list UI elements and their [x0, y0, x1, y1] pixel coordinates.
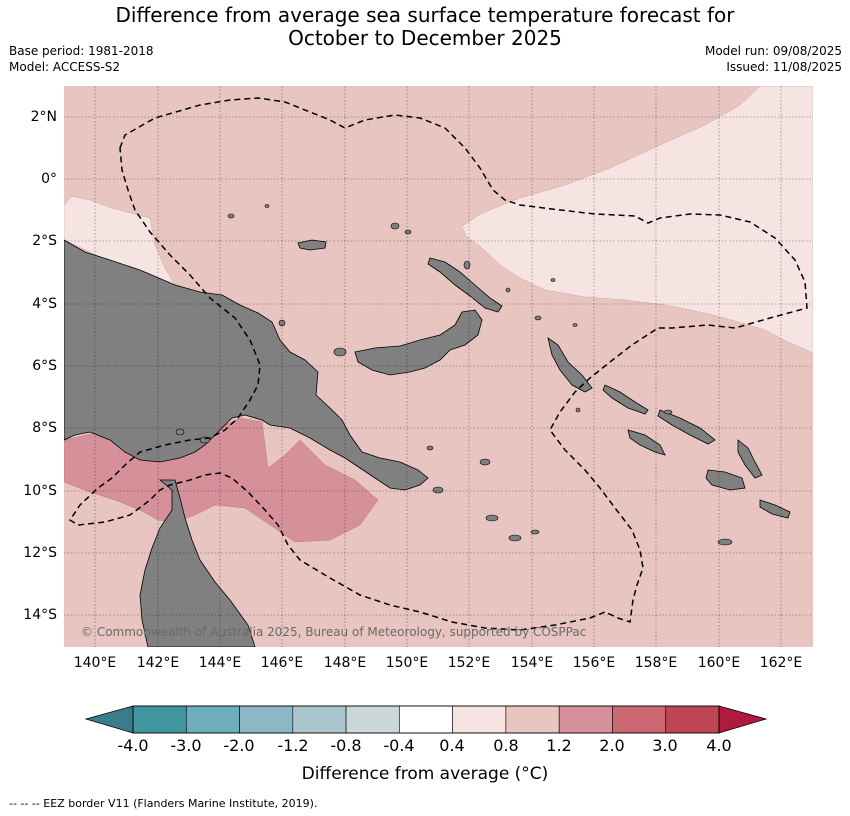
meta-right: Model run: 09/08/2025 Issued: 11/08/2025: [705, 43, 842, 75]
copyright-notice: © Commonwealth of Australia 2025, Bureau…: [81, 625, 587, 639]
model-name: Model: ACCESS-S2: [9, 60, 121, 74]
lat-label-14s: 14°S: [23, 607, 57, 623]
anomaly-region-0.4-0.8-west: [64, 195, 176, 286]
colorbar-tick: 4.0: [706, 736, 732, 755]
land-new-britain: [354, 309, 483, 376]
lat-label-2n: 2°N: [30, 109, 57, 125]
colorbar-tick: -1.2: [277, 736, 309, 755]
lon-label-140e: 140°E: [73, 655, 117, 671]
base-period: Base period: 1981-2018: [9, 44, 154, 58]
colorbar-tick: 0.8: [493, 736, 519, 755]
colorbar-label: Difference from average (°C): [301, 764, 549, 784]
lon-label-148e: 148°E: [323, 655, 367, 671]
title-line-1: Difference from average sea surface temp…: [115, 3, 735, 27]
model-run: Model run: 09/08/2025: [704, 44, 842, 58]
colorbar-tick: -0.8: [330, 736, 362, 755]
colorbar-tick: 3.0: [652, 736, 678, 755]
lon-label-150e: 150°E: [385, 655, 429, 671]
lat-label-12s: 12°S: [23, 545, 57, 561]
lat-label-8s: 8°S: [32, 420, 57, 436]
land-bougainville: [547, 337, 593, 393]
lon-label-146e: 146°E: [260, 655, 304, 671]
colorbar-tick: -2.0: [223, 736, 255, 755]
lat-label-2s: 2°S: [32, 233, 57, 249]
colorbar-tick: -3.0: [170, 736, 202, 755]
eez-footnote: -- -- -- EEZ border V11 (Flanders Marine…: [9, 797, 318, 810]
colorbar-tick: -0.4: [383, 736, 415, 755]
lon-label-160e: 160°E: [697, 655, 741, 671]
lon-label-162e: 162°E: [759, 655, 803, 671]
eez-border: [68, 97, 808, 631]
lat-label-6s: 6°S: [32, 358, 57, 374]
land-guadalcanal: [705, 469, 746, 491]
anomaly-region-0.4-0.8-east: [461, 86, 813, 354]
lat-label-4s: 4°S: [32, 296, 57, 312]
lon-label-144e: 144°E: [198, 655, 242, 671]
graticule: [64, 86, 813, 647]
colorbar-tick: 2.0: [599, 736, 625, 755]
land-new-ireland: [427, 257, 503, 313]
colorbar-tick: 0.4: [439, 736, 465, 755]
issued-date: Issued: 11/08/2025: [726, 60, 842, 74]
meta-left: Base period: 1981-2018 Model: ACCESS-S2: [9, 43, 154, 75]
page-title: Difference from average sea surface temp…: [0, 4, 850, 50]
lat-label-0: 0°: [41, 171, 57, 187]
land-cape-york: [139, 479, 256, 647]
lon-label-158e: 158°E: [634, 655, 678, 671]
land-new-guinea: [64, 239, 429, 491]
colorbar-tick: 1.2: [546, 736, 572, 755]
lon-label-152e: 152°E: [447, 655, 491, 671]
land-guadalcanal-north: [627, 429, 666, 456]
lon-label-154e: 154°E: [510, 655, 554, 671]
lon-label-142e: 142°E: [136, 655, 180, 671]
land-makira: [759, 499, 791, 519]
title-line-2: October to December 2025: [288, 26, 562, 50]
land-malaita: [737, 439, 763, 479]
lat-label-10s: 10°S: [23, 483, 57, 499]
lon-label-156e: 156°E: [572, 655, 616, 671]
land-choiseul: [602, 384, 649, 415]
land-manus: [297, 239, 327, 251]
colorbar-tick: -4.0: [117, 736, 149, 755]
land-santa-isabel: [657, 409, 716, 445]
